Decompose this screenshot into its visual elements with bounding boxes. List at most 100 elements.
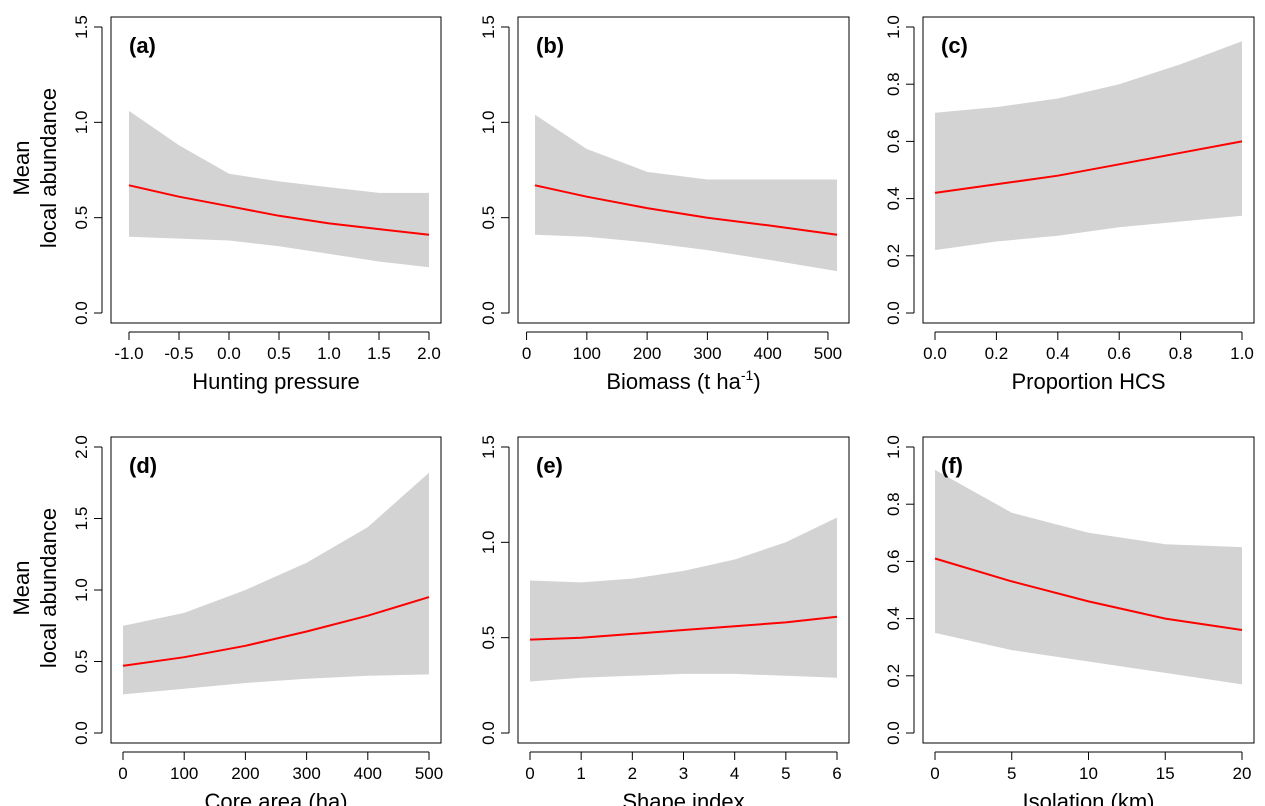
x-tick-label: 2.0	[417, 344, 441, 363]
y-axis-title-top-line2: local abundance	[36, 88, 61, 248]
mean-line	[934, 140, 1243, 194]
confidence-band	[530, 517, 837, 682]
panel-e: 0 1 2 3 4 5 6 0.0 0.5 1.0 1.5 (e) Shape index	[479, 435, 850, 806]
y-tick-label: 1.0	[72, 111, 91, 135]
x-axis-title: Hunting pressure	[192, 369, 360, 394]
x-axis-title-text: Shape index	[622, 789, 744, 806]
x-tick-label: 5	[1007, 764, 1016, 783]
x-tick-label: 0.4	[1046, 344, 1070, 363]
y-axis-title-bottom-line1: Mean	[9, 560, 34, 615]
plot-frame	[110, 16, 442, 324]
x-tick-label: 2	[628, 764, 637, 783]
y-tick-label: 0.5	[479, 626, 498, 650]
plot-frame	[922, 16, 1255, 324]
x-tick-label: 300	[292, 764, 320, 783]
y-tick-label: 0.5	[72, 650, 91, 674]
x-tick-label: 5	[781, 764, 790, 783]
y-tick-label: 0.0	[479, 301, 498, 325]
x-axis-title: Shape index	[622, 789, 744, 806]
y-axis-title-top-line1: Mean	[9, 140, 34, 195]
x-tick-label: 1.0	[1230, 344, 1254, 363]
x-axis-title: Isolation (km)	[1022, 789, 1154, 806]
x-tick-label: -1.0	[114, 344, 143, 363]
panels: -1.0 -0.5 0.0 0.5 1.0 1.5 2.0 0.0 0.5 1.0 1.5 (a) Hu…	[72, 15, 1255, 806]
x-tick-label: 300	[693, 344, 721, 363]
x-tick-label: 0	[118, 764, 127, 783]
y-tick-label: 1.5	[479, 435, 498, 459]
x-axis-title-text: Isolation (km)	[1022, 789, 1154, 806]
y-tick-label: 1.5	[72, 507, 91, 531]
x-tick-label: 100	[573, 344, 601, 363]
panel-label: (f)	[941, 453, 963, 478]
x-axis-title: Core area (ha)	[204, 789, 347, 806]
x-axis-title: Proportion HCS	[1011, 369, 1165, 394]
x-tick-label: 0.6	[1107, 344, 1131, 363]
plot-frame	[110, 436, 442, 744]
y-tick-label: 0.8	[884, 492, 903, 516]
y-tick-label: 0.0	[479, 721, 498, 745]
y-tick-label: 0.0	[72, 301, 91, 325]
plot-frame	[517, 436, 850, 744]
y-tick-label: 0.5	[479, 206, 498, 230]
x-tick-label: 10	[1079, 764, 1098, 783]
x-tick-label: 400	[354, 764, 382, 783]
plot-frame	[517, 16, 850, 324]
x-axis-title: Biomass (t ha-1)	[606, 367, 760, 394]
x-axis-title-text: Biomass (t ha	[606, 369, 741, 394]
x-tick-label: 1.0	[317, 344, 341, 363]
y-tick-label: 1.0	[479, 531, 498, 555]
x-tick-label: 20	[1233, 764, 1252, 783]
panel-label: (b)	[536, 33, 564, 58]
x-tick-label: 1	[576, 764, 585, 783]
y-tick-label: 2.0	[72, 435, 91, 459]
confidence-band	[129, 110, 429, 268]
x-tick-label: 3	[679, 764, 688, 783]
y-tick-label: 1.0	[884, 15, 903, 39]
panel-label: (a)	[129, 33, 156, 58]
x-tick-label: 100	[170, 764, 198, 783]
x-tick-label: 0.5	[267, 344, 291, 363]
x-axis-title-end: )	[753, 369, 760, 394]
mean-line	[934, 557, 1243, 631]
panel-f: 0 5 10 15 20 0.0 0.2 0.4 0.6 0.8 1.0 (f) Isolation (…	[884, 435, 1255, 806]
y-tick-label: 0.6	[884, 550, 903, 574]
x-tick-label: 0	[525, 764, 534, 783]
confidence-band	[535, 114, 837, 272]
y-tick-label: 1.0	[72, 578, 91, 602]
mean-line	[128, 184, 430, 236]
x-tick-label: -0.5	[164, 344, 193, 363]
x-tick-label: 1.5	[367, 344, 391, 363]
x-axis-title-text: Hunting pressure	[192, 369, 360, 394]
mean-line	[534, 184, 838, 236]
x-tick-label: 0	[930, 764, 939, 783]
x-tick-label: 200	[633, 344, 661, 363]
y-tick-label: 1.0	[479, 111, 498, 135]
x-axis-title-text: Proportion HCS	[1011, 369, 1165, 394]
panel-a: -1.0 -0.5 0.0 0.5 1.0 1.5 2.0 0.0 0.5 1.0 1.5 (a) Hu…	[72, 15, 442, 394]
y-tick-label: 1.5	[479, 15, 498, 39]
x-tick-label: 0.0	[923, 344, 947, 363]
x-axis-title-text: Core area (ha)	[204, 789, 347, 806]
panel-b: 0 100 200 300 400 500 0.0 0.5 1.0 1.5 (b) Biomass (…	[479, 15, 850, 394]
x-tick-label: 0	[522, 344, 531, 363]
panel-label: (e)	[536, 453, 563, 478]
confidence-band	[123, 472, 429, 695]
mean-line	[122, 596, 430, 667]
x-axis-title-superscript: -1	[741, 367, 754, 383]
x-tick-label: 500	[415, 764, 443, 783]
y-tick-label: 0.6	[884, 130, 903, 154]
x-tick-label: 0.0	[217, 344, 241, 363]
x-tick-label: 400	[753, 344, 781, 363]
y-tick-label: 1.5	[72, 15, 91, 39]
y-tick-label: 0.4	[884, 607, 903, 631]
y-tick-label: 0.2	[884, 664, 903, 688]
confidence-band	[935, 41, 1242, 251]
mean-line	[529, 615, 838, 641]
x-tick-label: 15	[1156, 764, 1175, 783]
x-tick-label: 500	[814, 344, 842, 363]
panel-label: (d)	[129, 453, 157, 478]
x-tick-label: 6	[832, 764, 841, 783]
x-tick-label: 200	[231, 764, 259, 783]
confidence-band	[935, 469, 1242, 685]
